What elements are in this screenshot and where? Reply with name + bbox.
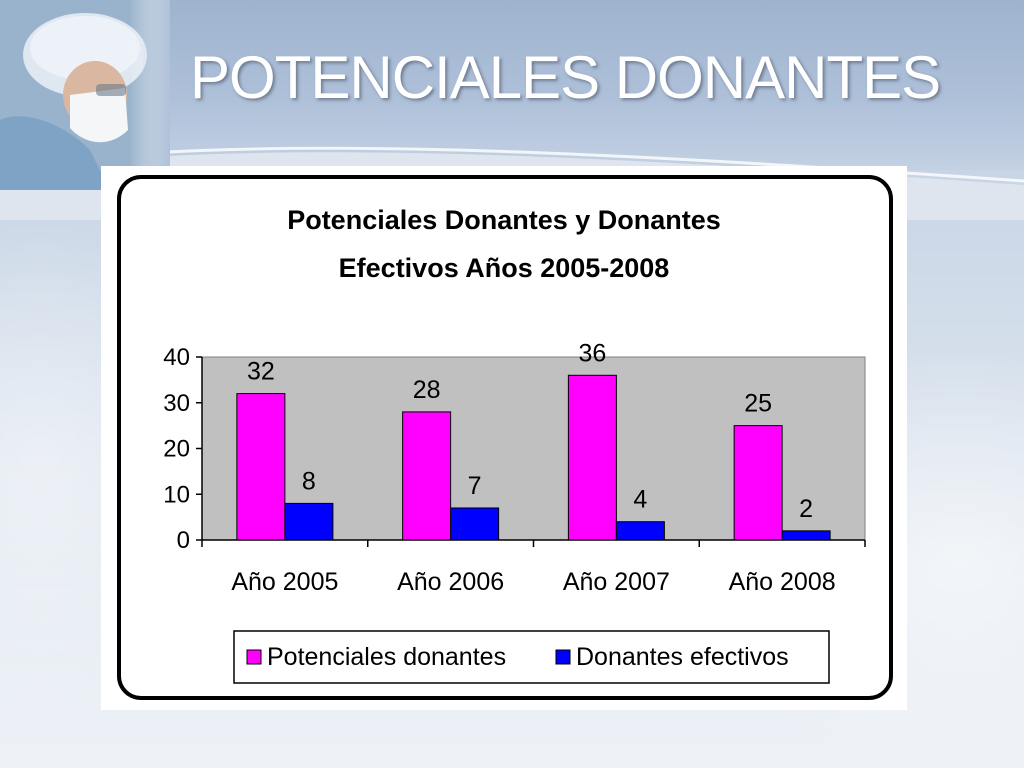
axes: 0 10 20 30 40 Año 2005 Año 2006 Año 2007 Año 200…	[163, 344, 866, 596]
legend-label-efectivos: Donantes efectivos	[576, 643, 789, 671]
surgeon-photo	[0, 0, 170, 190]
legend-box	[233, 630, 830, 684]
category-label: Año 2006	[397, 568, 504, 596]
data-label: 28	[413, 376, 441, 404]
slide-title: POTENCIALES DONANTES	[190, 44, 941, 111]
legend-swatch-efectivos	[555, 649, 571, 665]
category-label: Año 2007	[563, 568, 670, 596]
y-tick-label: 0	[177, 527, 190, 554]
bars	[236, 374, 831, 541]
chart-title: Potenciales Donantes y Donantes Efectivo…	[287, 205, 721, 283]
data-label: 8	[302, 467, 316, 495]
data-label: 2	[799, 495, 813, 523]
bar	[781, 530, 831, 541]
chart-title-line-1: Potenciales Donantes y Donantes	[287, 205, 721, 235]
bar	[615, 521, 665, 541]
legend-label-potenciales: Potenciales donantes	[267, 643, 506, 671]
data-labels: 32 8 28 7 36 4 25 2	[247, 339, 813, 523]
header-band	[0, 0, 1024, 170]
bar	[284, 502, 334, 541]
data-label: 32	[247, 358, 275, 386]
legend: Potenciales donantes Donantes efectivos	[233, 630, 830, 684]
category-label: Año 2005	[231, 568, 338, 596]
chart: Potenciales Donantes y Donantes Efectivo…	[117, 175, 893, 700]
bar	[450, 507, 500, 541]
y-tick-label: 30	[163, 390, 190, 417]
y-tick-label: 10	[163, 481, 190, 508]
legend-swatch-potenciales	[246, 649, 262, 665]
chart-title-line-2: Efectivos Años 2005-2008	[339, 253, 670, 283]
chart-panel: Potenciales Donantes y Donantes Efectivo…	[101, 166, 907, 710]
bar	[402, 411, 452, 541]
category-label: Año 2008	[729, 568, 836, 596]
data-label: 25	[744, 390, 772, 418]
y-tick-label: 20	[163, 436, 190, 463]
data-label: 4	[633, 486, 647, 514]
data-label: 7	[468, 472, 482, 500]
data-label: 36	[578, 339, 606, 367]
y-tick-label: 40	[163, 344, 190, 371]
bar	[733, 425, 783, 541]
bar	[236, 393, 286, 541]
bar	[567, 374, 617, 541]
